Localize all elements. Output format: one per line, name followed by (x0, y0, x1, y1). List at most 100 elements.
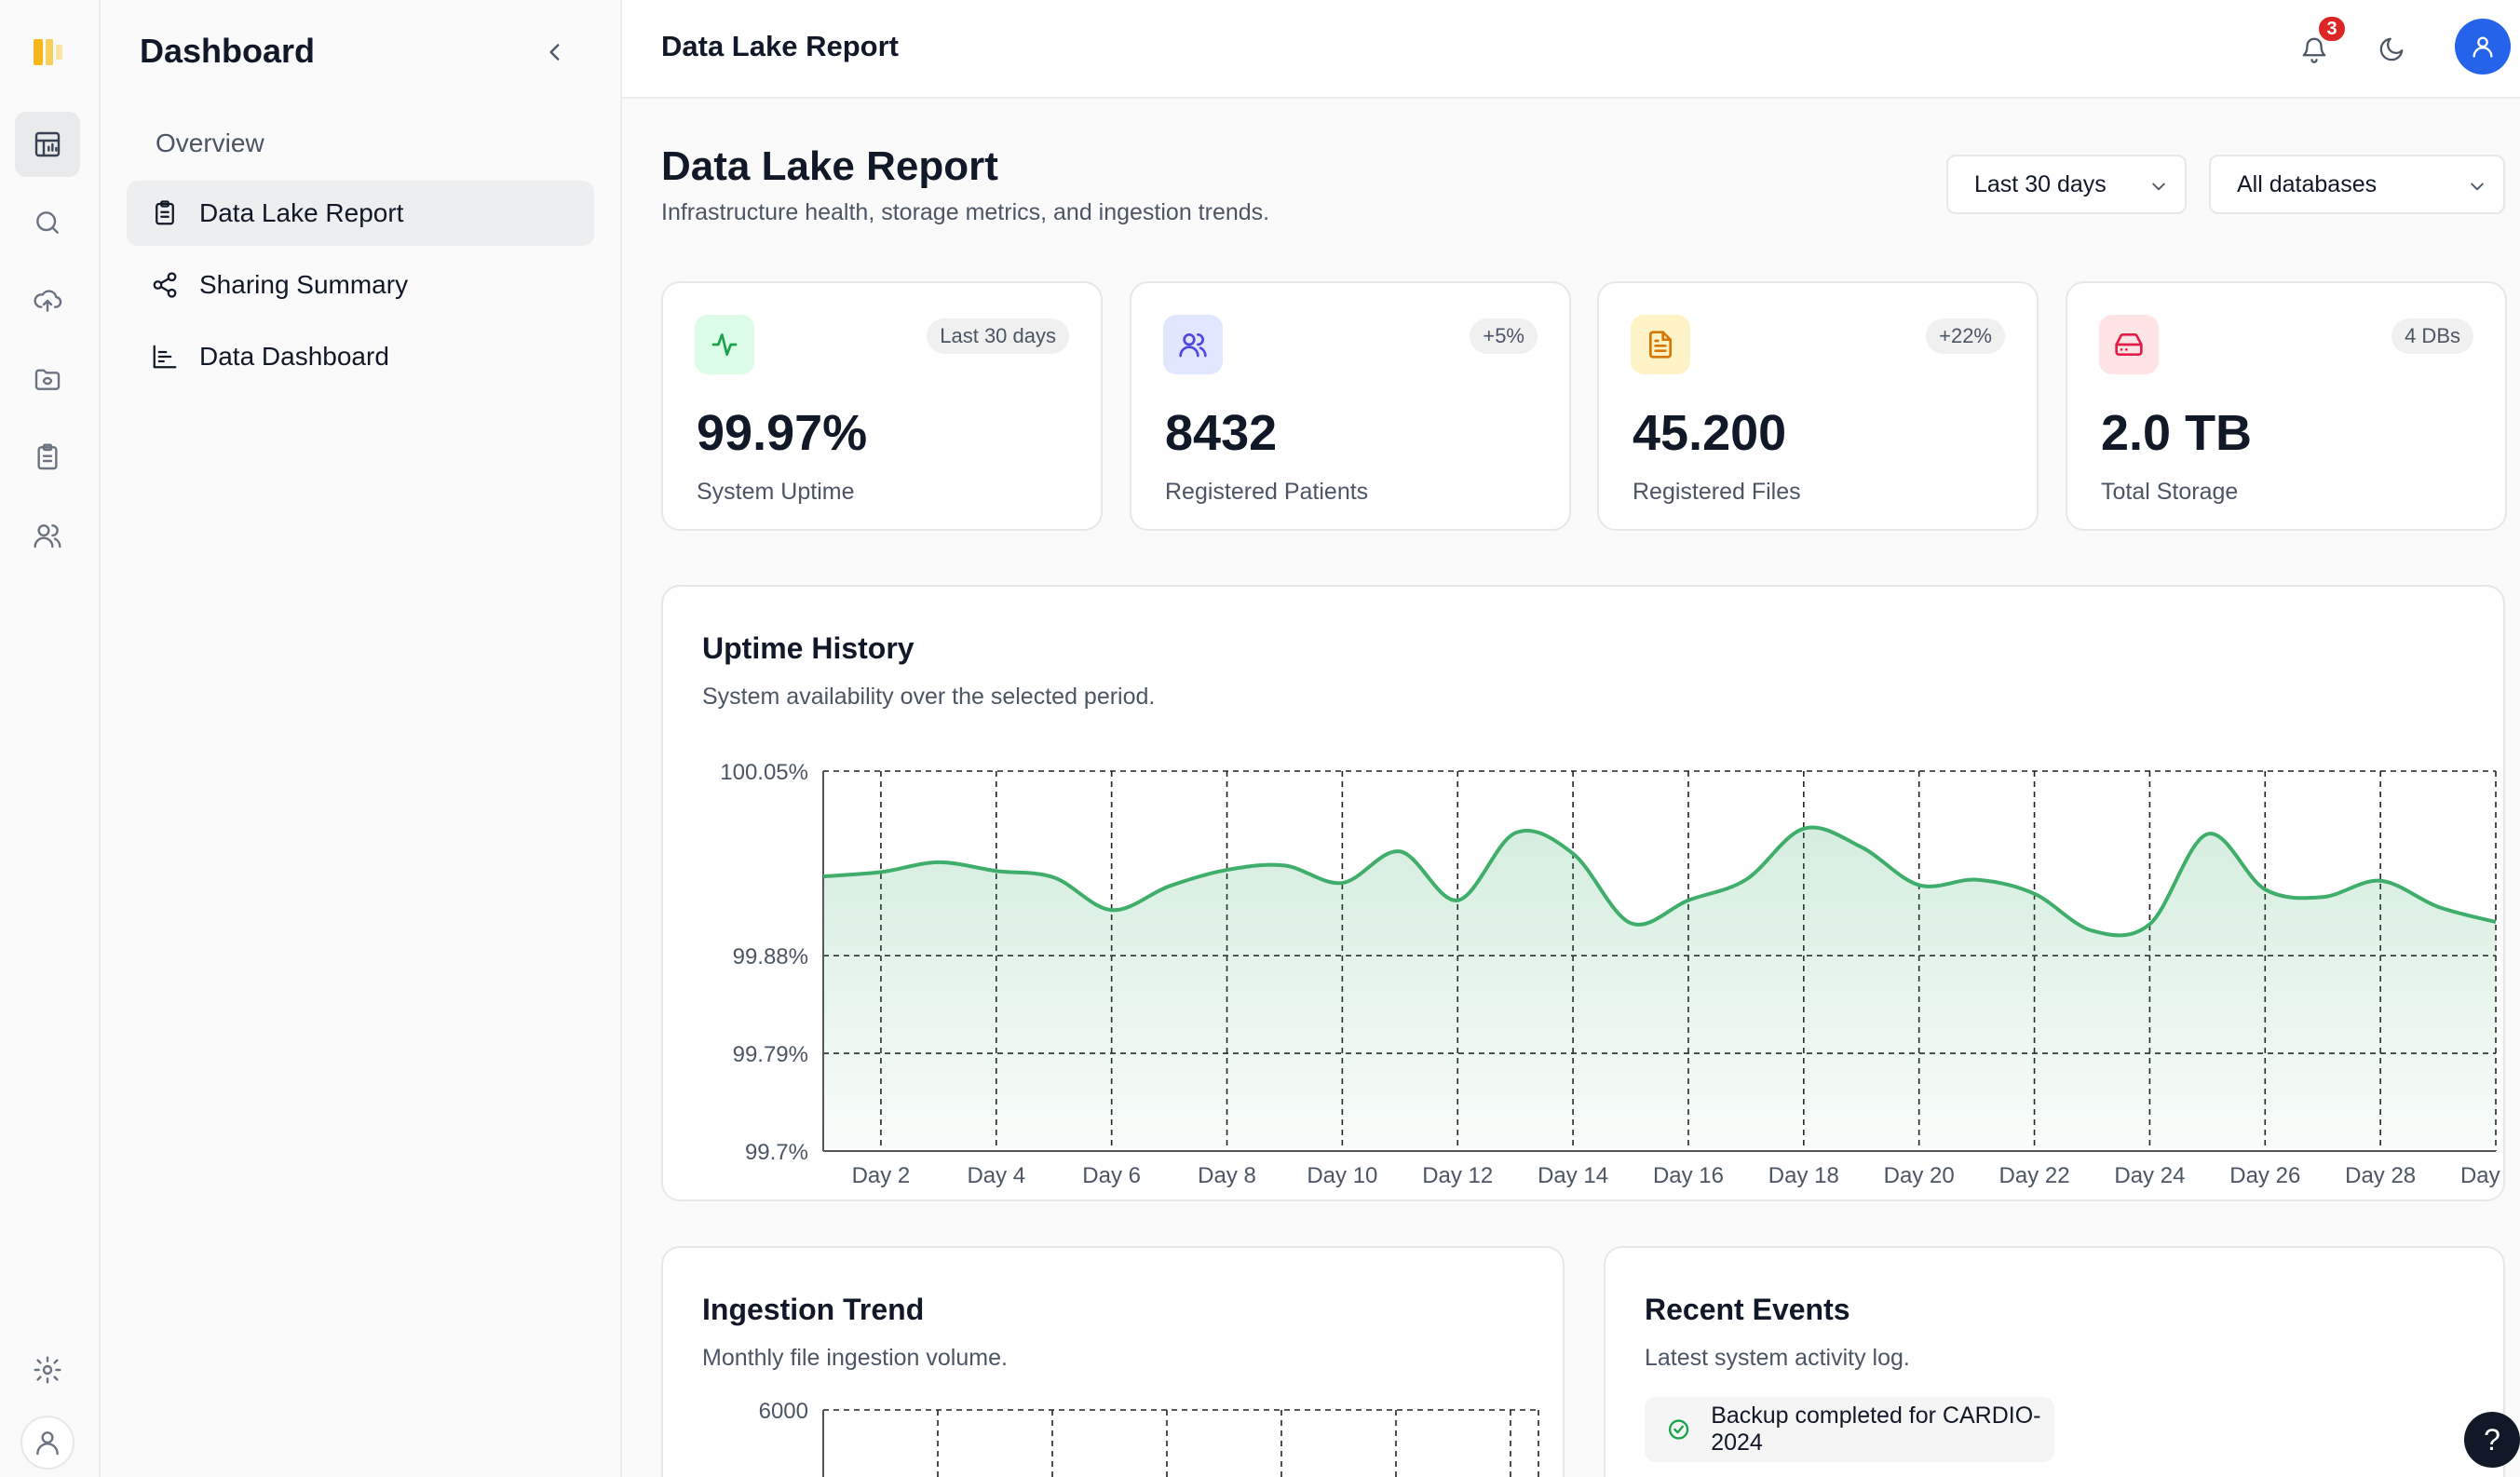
x-tick-label: Day 26 (2229, 1163, 2300, 1188)
bar-chart-icon (153, 345, 177, 369)
sidebar-item-sharing-summary[interactable]: Sharing Summary (127, 252, 594, 318)
theme-toggle-button[interactable] (2366, 24, 2417, 75)
search-icon (36, 211, 59, 234)
stat-value: 8432 (1165, 405, 1278, 461)
stat-pill: 4 DBs (2391, 318, 2473, 354)
rail-users-button[interactable] (15, 503, 80, 568)
sidebar-section-overview: Overview (156, 129, 264, 157)
user-icon (2473, 36, 2493, 58)
database-select-value: All databases (2237, 170, 2378, 197)
hard-drive-icon (2099, 315, 2159, 374)
card-title: Uptime History (702, 631, 915, 665)
notifications-button[interactable]: 3 (2289, 15, 2347, 75)
app-logo-icon (32, 35, 65, 69)
y-tick-label: 6000 (759, 1399, 808, 1424)
stat-card-uptime: Last 30 days 99.97% System Uptime (661, 281, 1103, 531)
x-tick-label: Day 22 (1999, 1163, 2070, 1188)
uptime-series-line (822, 825, 2497, 938)
notification-badge: 3 (2317, 15, 2347, 43)
ingestion-chart: 6000 (759, 1399, 1539, 1477)
card-subtitle: Latest system activity log. (1645, 1345, 1910, 1371)
stat-pill: +22% (1926, 318, 2005, 354)
stat-label: Registered Patients (1165, 479, 1369, 505)
stat-card-files: +22% 45.200 Registered Files (1597, 281, 2039, 531)
activity-icon (695, 315, 754, 374)
event-item[interactable]: Backup completed for CARDIO-2024 (1645, 1397, 2054, 1462)
y-tick-label: 99.88% (733, 944, 808, 969)
page-subtitle: Infrastructure health, storage metrics, … (661, 199, 1270, 225)
stat-card-patients: +5% 8432 Registered Patients (1130, 281, 1571, 531)
x-tick-label: Day 8 (1198, 1163, 1256, 1188)
folder-sync-icon (34, 369, 61, 390)
x-tick-label: Day 18 (1768, 1163, 1839, 1188)
users-icon (34, 524, 61, 549)
rail-settings-button[interactable] (15, 1337, 80, 1402)
sidebar-title: Dashboard (140, 32, 316, 70)
recent-events-card: Recent Events Latest system activity log… (1604, 1246, 2505, 1477)
user-icon (36, 1431, 59, 1456)
rail-profile-button[interactable] (20, 1416, 75, 1470)
main-content: Data Lake Report Infrastructure health, … (622, 99, 2520, 1477)
rail-reports-button[interactable] (15, 425, 80, 490)
x-tick-label: Day 6 (1082, 1163, 1141, 1188)
uptime-chart: 100.05% 99.88% 99.79% 99.7% Day 2 Day 4 Day 6 D… (720, 760, 2503, 1188)
icon-rail (0, 0, 101, 1477)
y-tick-label: 99.79% (733, 1042, 808, 1067)
rail-dashboard-button[interactable] (15, 112, 80, 177)
y-tick-label: 100.05% (720, 760, 808, 785)
user-avatar-button[interactable] (2455, 19, 2511, 75)
dashboard-icon (34, 131, 61, 157)
x-tick-label: Day 28 (2345, 1163, 2416, 1188)
database-select[interactable]: All databases (2209, 155, 2505, 214)
rail-upload-button[interactable] (15, 268, 80, 333)
stat-label: Registered Files (1633, 479, 1801, 505)
stat-card-storage: 4 DBs 2.0 TB Total Storage (2066, 281, 2507, 531)
card-subtitle: Monthly file ingestion volume. (702, 1345, 1008, 1371)
page-title: Data Lake Report (661, 143, 998, 189)
chevron-down-icon (2471, 183, 2484, 191)
clipboard-icon (156, 200, 174, 225)
stat-value: 99.97% (697, 405, 868, 461)
check-circle-icon (1668, 1419, 1689, 1440)
x-tick-label: Day 12 (1422, 1163, 1493, 1188)
stat-pill: Last 30 days (927, 318, 1069, 354)
gear-icon (34, 1356, 61, 1384)
event-text: Backup completed for CARDIO-2024 (1711, 1402, 2041, 1456)
ingestion-trend-card: Ingestion Trend Monthly file ingestion v… (661, 1246, 1565, 1477)
rail-folders-button[interactable] (15, 346, 80, 412)
x-tick-label: Day 14 (1538, 1163, 1608, 1188)
x-tick-label: Day 20 (1884, 1163, 1955, 1188)
sidebar-item-label: Data Dashboard (199, 342, 389, 371)
card-title: Recent Events (1645, 1293, 1850, 1326)
x-tick-label: Day 16 (1653, 1163, 1724, 1188)
card-subtitle: System availability over the selected pe… (702, 684, 1156, 710)
uptime-history-card: Uptime History System availability over … (661, 585, 2505, 1201)
x-tick-label: Day 4 (967, 1163, 1025, 1188)
share-icon (153, 272, 177, 298)
sidebar-item-data-dashboard[interactable]: Data Dashboard (127, 324, 594, 389)
header-title: Data Lake Report (661, 30, 899, 62)
y-tick-label: 99.7% (745, 1140, 808, 1165)
top-header: Data Lake Report 3 (622, 0, 2520, 99)
stat-pill: +5% (1470, 318, 1538, 354)
sidebar-item-data-lake-report[interactable]: Data Lake Report (127, 181, 594, 246)
card-title: Ingestion Trend (702, 1293, 925, 1326)
rail-search-button[interactable] (15, 190, 80, 255)
help-button[interactable]: ? (2464, 1412, 2520, 1468)
cloud-upload-icon (34, 290, 62, 312)
period-select[interactable]: Last 30 days (1946, 155, 2187, 214)
users-icon (1163, 315, 1223, 374)
moon-icon (2379, 37, 2404, 61)
stat-label: Total Storage (2101, 479, 2239, 505)
stat-value: 45.200 (1633, 405, 1787, 461)
x-tick-label: Day 10 (1307, 1163, 1377, 1188)
file-text-icon (1631, 315, 1690, 374)
sidebar: Dashboard Overview Data Lake Report Shar… (101, 0, 622, 1477)
collapse-sidebar-button[interactable] (538, 35, 572, 69)
help-label: ? (2484, 1422, 2500, 1457)
stat-value: 2.0 TB (2101, 405, 2253, 461)
chevron-left-icon (549, 44, 560, 61)
x-tick-label: Day 30 (2460, 1163, 2503, 1188)
x-tick-label: Day 24 (2114, 1163, 2185, 1188)
sidebar-item-label: Sharing Summary (199, 270, 409, 299)
